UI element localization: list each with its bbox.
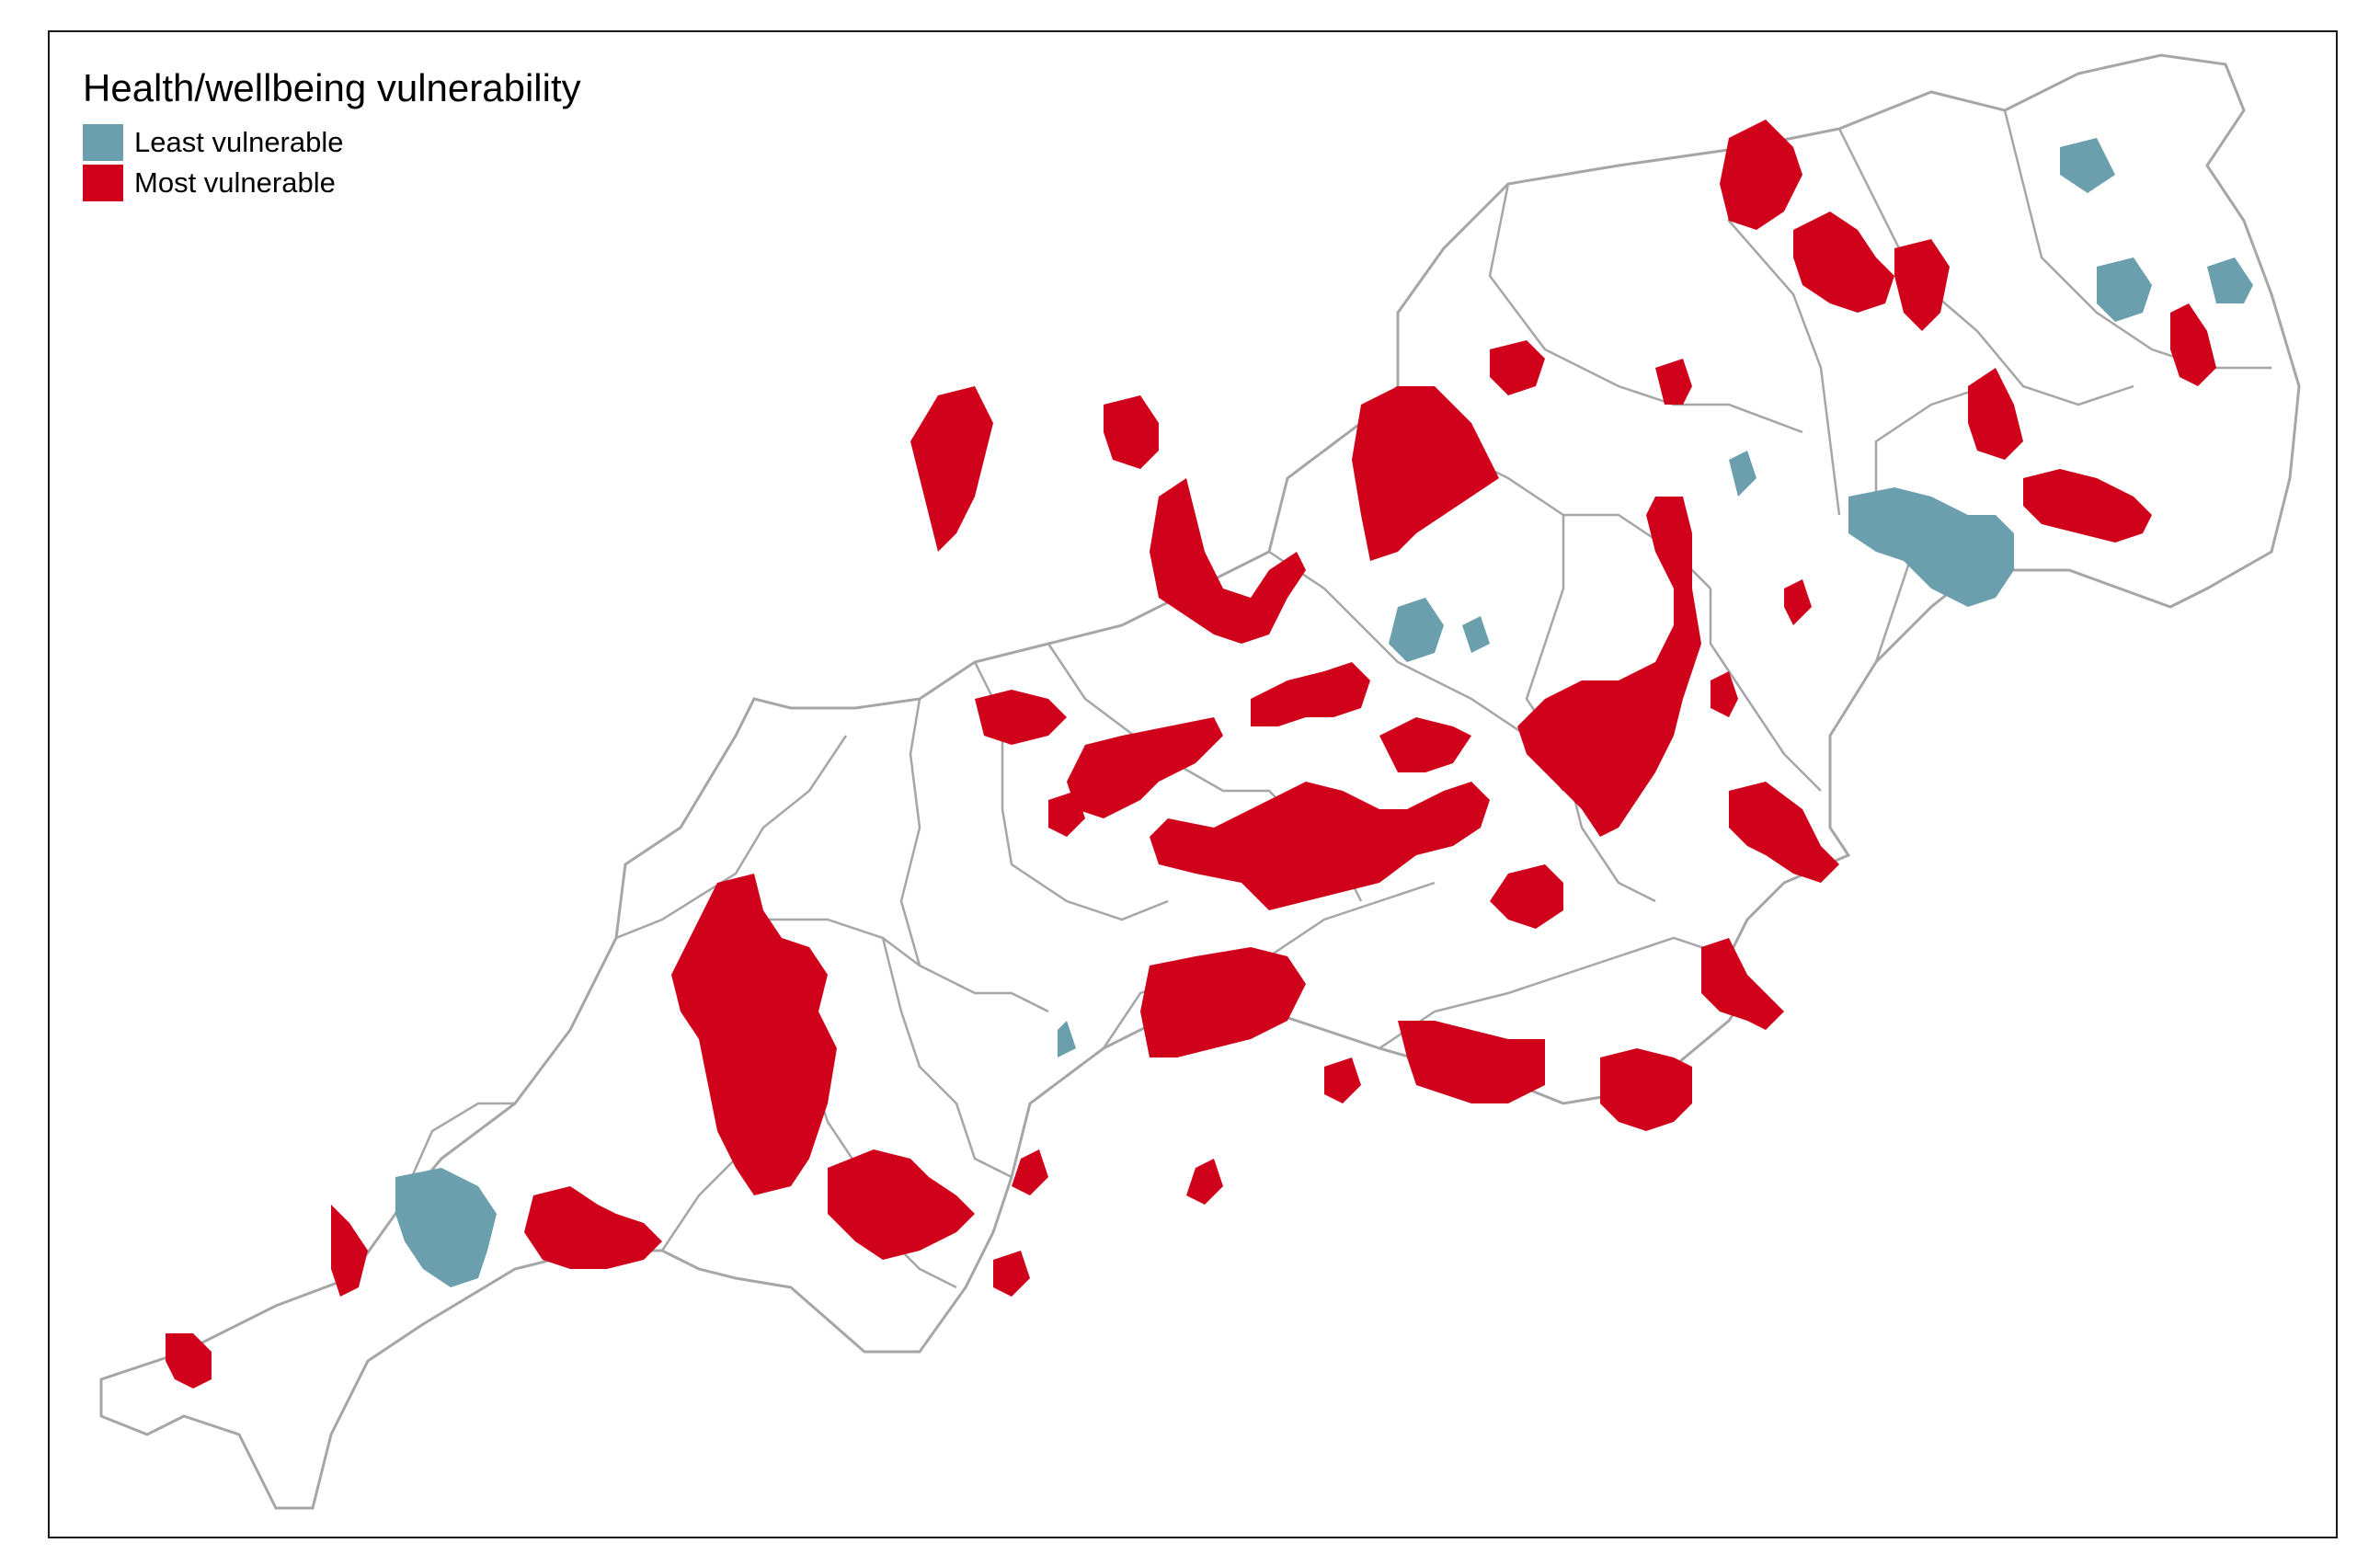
- region-outline: [99, 53, 2301, 1510]
- legend-title: Health/wellbeing vulnerability: [83, 66, 581, 109]
- legend-swatch-most: [83, 165, 123, 201]
- legend-label-most: Most vulnerable: [134, 166, 336, 199]
- map-frame: [48, 30, 2338, 1538]
- most-vulnerable-areas: [166, 120, 2216, 1389]
- legend-item-most-vulnerable: Most vulnerable: [83, 164, 581, 202]
- least-vulnerable-areas: [395, 138, 2253, 1287]
- legend-swatch-least: [83, 124, 123, 161]
- map-legend: Health/wellbeing vulnerability Least vul…: [83, 66, 581, 204]
- legend-label-least: Least vulnerable: [134, 126, 344, 158]
- legend-item-least-vulnerable: Least vulnerable: [83, 123, 581, 162]
